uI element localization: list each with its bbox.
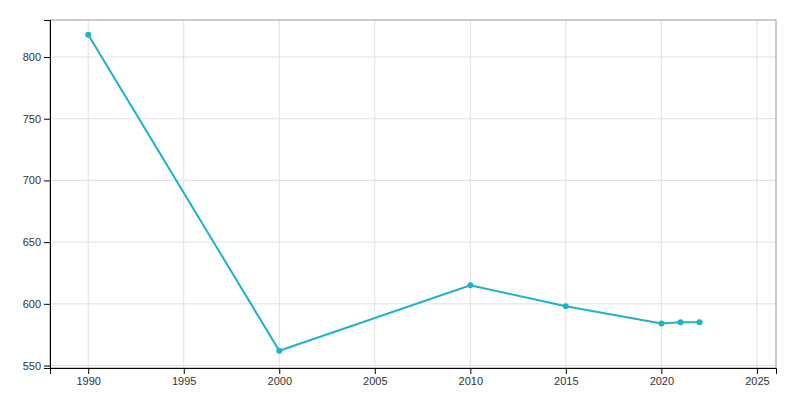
y-axis-tick-label: 750 xyxy=(23,113,41,125)
y-axis-tick: 600 xyxy=(23,298,50,310)
x-grid-line xyxy=(88,20,89,368)
y-axis-tick-label: 700 xyxy=(23,174,41,186)
x-grid-line xyxy=(756,20,757,368)
y-axis-tick: 800 xyxy=(23,51,50,63)
y-axis-tick-label: 650 xyxy=(23,236,41,248)
grid xyxy=(50,20,776,368)
point xyxy=(85,32,91,38)
plot: 1990 1995 2000 2005 2010 2015 2020 2025 550 600 65… xyxy=(23,20,777,387)
x-grid-line xyxy=(661,20,662,368)
point xyxy=(276,348,282,354)
y-axis-tick-mark xyxy=(44,119,50,120)
x-axis-tick-label: 2025 xyxy=(745,375,769,387)
y-axis-tick: 700 xyxy=(23,174,50,186)
x-axis-tick-mark xyxy=(184,368,185,374)
y-grid-line xyxy=(50,242,776,243)
x-axis-tick: 2010 xyxy=(459,368,483,387)
x-grid-line xyxy=(374,20,375,368)
y-grid-line xyxy=(50,118,776,119)
x-axis-tick-mark xyxy=(375,368,376,374)
y-axis-tick-mark xyxy=(44,57,50,58)
x-axis-tick: 2005 xyxy=(363,368,387,387)
y-grid-line xyxy=(50,365,776,366)
x-axis-tick-label: 2010 xyxy=(459,375,483,387)
y-axis-tick-label: 800 xyxy=(23,51,41,63)
line xyxy=(88,35,699,351)
x-axis-tick: 2015 xyxy=(554,368,578,387)
x-grid-line xyxy=(470,20,471,368)
x-grid-line xyxy=(279,20,280,368)
point xyxy=(677,319,683,325)
y-axis-line xyxy=(44,21,51,369)
y-axis-tick-mark xyxy=(44,242,50,243)
x-axis-tick-label: 2000 xyxy=(268,375,292,387)
x-axis-tick: 2025 xyxy=(745,368,769,387)
x-axis-tick: 1995 xyxy=(172,368,196,387)
x-axis-tick: 2000 xyxy=(268,368,292,387)
y-grid-line xyxy=(50,180,776,181)
x-grid-line xyxy=(565,20,566,368)
point xyxy=(658,321,664,327)
point xyxy=(697,319,703,325)
x-axis-tick-label: 2015 xyxy=(554,375,578,387)
x-axis-tick-label: 2005 xyxy=(363,375,387,387)
x-axis-tick: 2020 xyxy=(650,368,674,387)
chart: 1990 1995 2000 2005 2010 2015 2020 2025 550 600 65… xyxy=(0,0,800,400)
y-axis-tick-mark xyxy=(44,366,50,367)
x-axis-tick-label: 1990 xyxy=(76,375,100,387)
x-axis-tick-mark xyxy=(661,368,662,374)
x-axis-tick-mark xyxy=(279,368,280,374)
x-axis-tick-label: 1995 xyxy=(172,375,196,387)
x-axis-tick-mark xyxy=(470,368,471,374)
y-axis-tick: 750 xyxy=(23,113,50,125)
y-axis-tick: 550 xyxy=(23,360,50,372)
plot-frame xyxy=(50,20,776,368)
x-axis: 1990 1995 2000 2005 2010 2015 2020 2025 xyxy=(51,368,777,387)
y-axis-tick-mark xyxy=(44,180,50,181)
y-axis-tick-mark xyxy=(44,304,50,305)
point xyxy=(563,303,569,309)
x-axis-tick-mark xyxy=(566,368,567,374)
y-grid-line xyxy=(50,57,776,58)
point xyxy=(467,282,473,288)
y-axis: 550 600 650 700 750 800 xyxy=(23,21,51,372)
x-axis-tick: 1990 xyxy=(76,368,100,387)
x-axis-line xyxy=(51,369,777,375)
y-axis-tick-label: 550 xyxy=(23,360,41,372)
x-axis-tick-mark xyxy=(88,368,89,374)
y-axis-tick-label: 600 xyxy=(23,298,41,310)
y-axis-tick: 650 xyxy=(23,236,50,248)
marks xyxy=(85,32,702,354)
x-axis-tick-mark xyxy=(757,368,758,374)
x-axis-tick-label: 2020 xyxy=(650,375,674,387)
